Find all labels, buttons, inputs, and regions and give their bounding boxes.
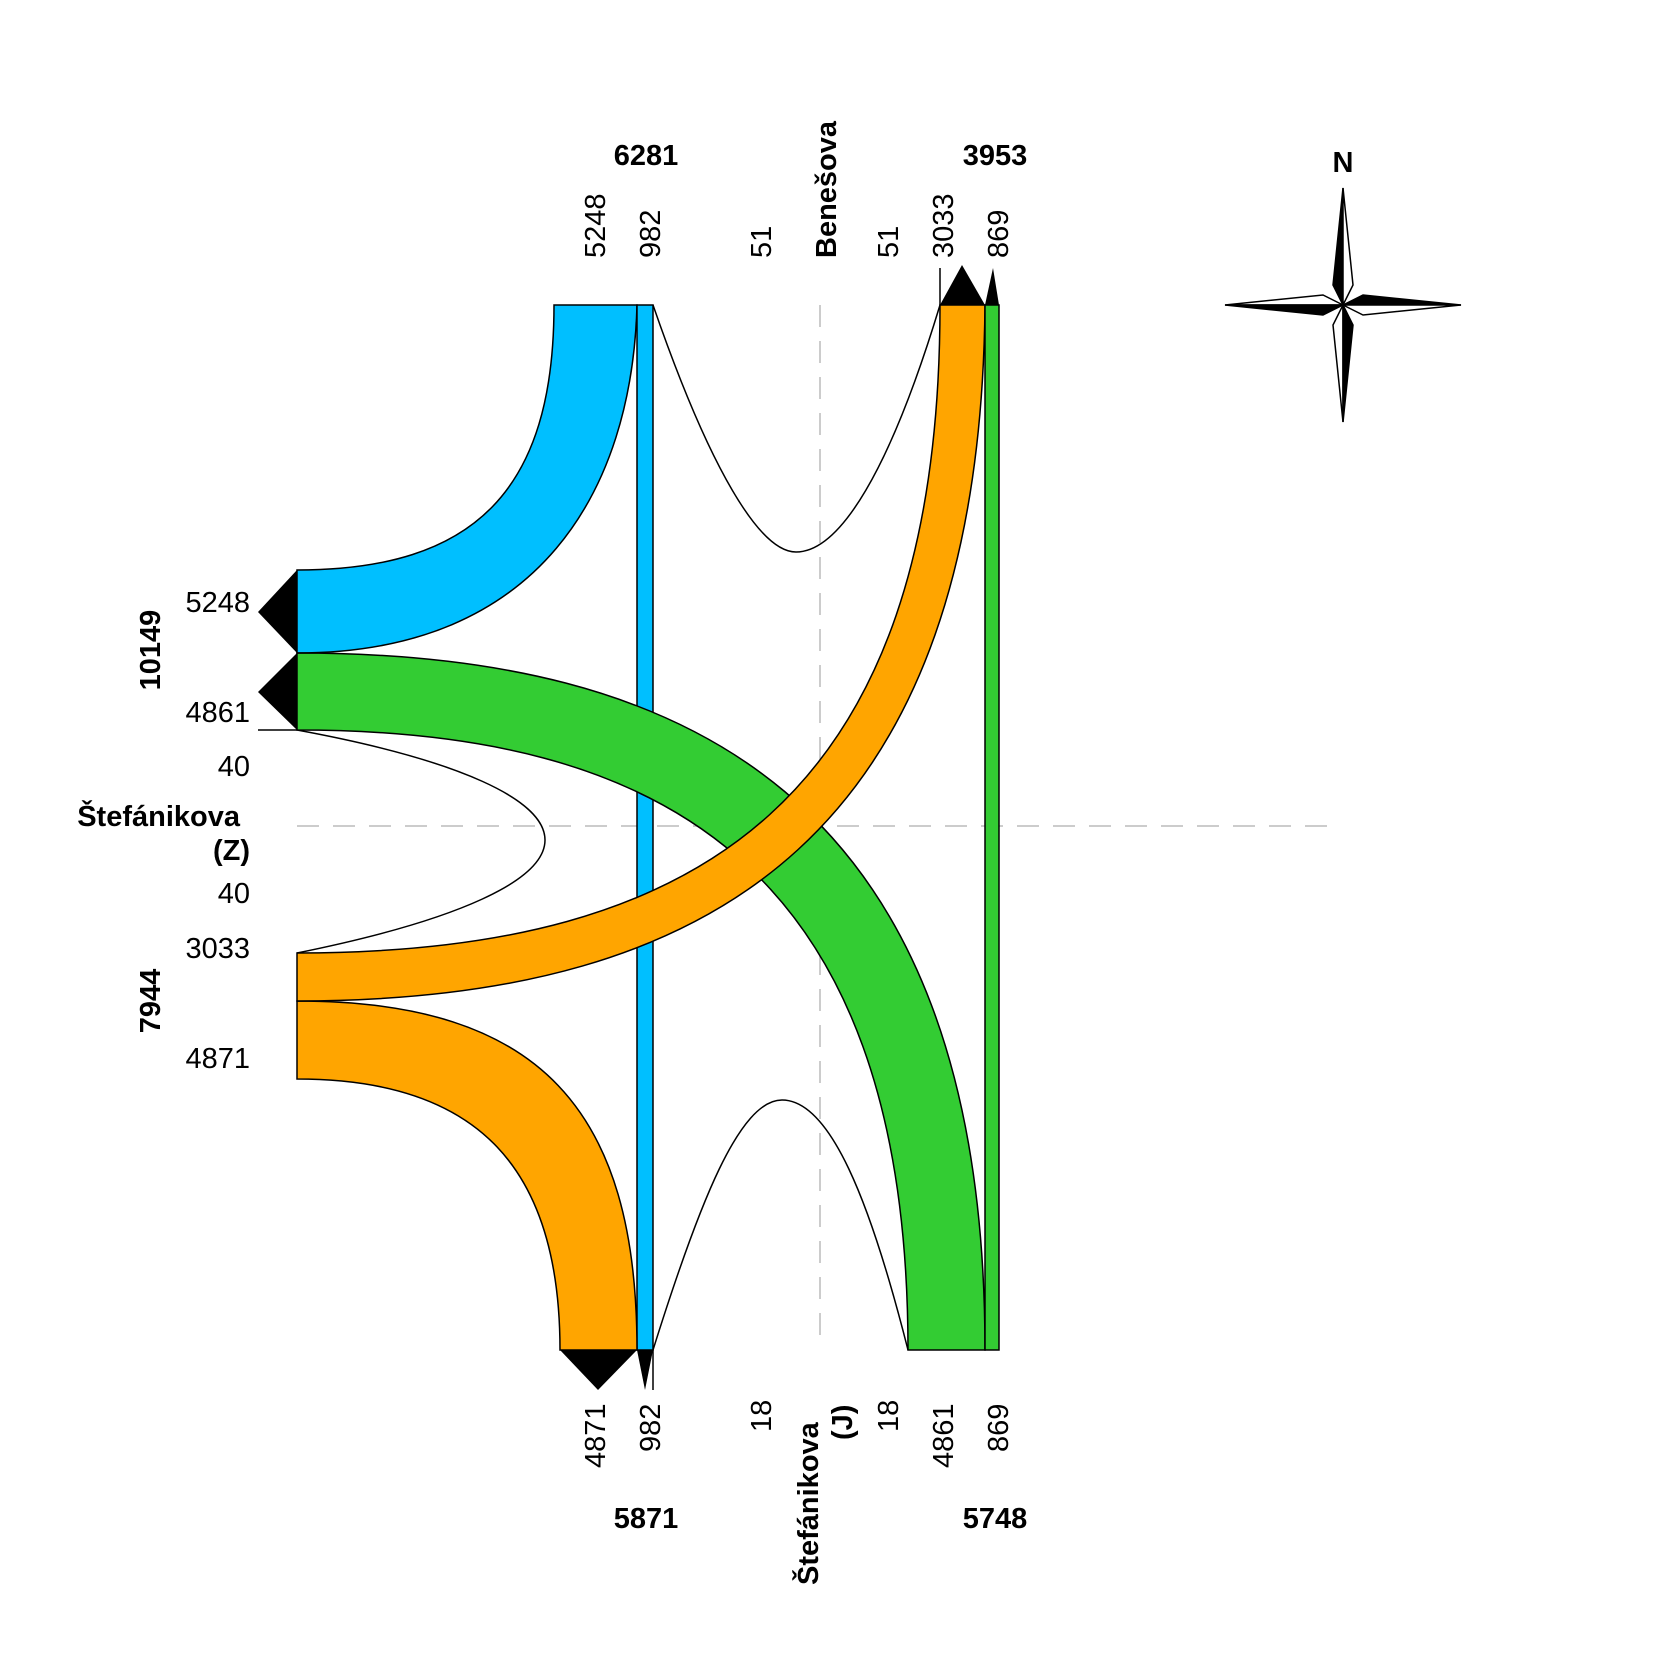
west-labels: 10149 5248 4861 40 Štefánikova (Z) 40 30… (77, 587, 250, 1075)
west-in-orange-south: 4871 (185, 1043, 250, 1075)
compass-south-left (1332, 304, 1344, 423)
compass-south-right (1342, 304, 1354, 423)
flow-south-to-north (984, 304, 1000, 1351)
flows (296, 304, 1000, 1351)
uturn-west (296, 729, 546, 954)
south-street-name: Štefánikova (791, 1421, 825, 1585)
compass-east-bottom (1342, 304, 1462, 316)
flow-north-to-west (296, 304, 638, 654)
north-in-uturn: 51 (746, 226, 778, 258)
south-out-through: 982 (635, 1404, 667, 1452)
north-in-blue: 5248 (580, 193, 612, 258)
west-out-uturn: 40 (218, 751, 250, 783)
arrow-north-green (985, 268, 999, 305)
west-total-out: 10149 (135, 610, 167, 691)
arrow-north-orange (940, 265, 985, 305)
west-street-name: Štefánikova (77, 799, 241, 833)
north-out-orange: 3033 (928, 193, 960, 258)
south-out-orange: 4871 (580, 1403, 612, 1468)
west-total-in: 7944 (135, 969, 167, 1034)
south-in-through: 869 (983, 1404, 1015, 1452)
north-out-green: 869 (983, 210, 1015, 258)
arrow-west-blue (258, 570, 297, 653)
north-total-in: 6281 (614, 140, 679, 172)
north-total-out: 3953 (963, 140, 1028, 172)
west-out-blue: 5248 (185, 587, 250, 619)
compass-north-right (1342, 187, 1354, 306)
tick-lines (258, 268, 941, 1390)
compass-east-top (1342, 294, 1462, 306)
west-out-green: 4861 (185, 697, 250, 729)
arrows (258, 265, 999, 1390)
compass-north-label: N (1333, 147, 1354, 179)
west-in-orange-north: 3033 (185, 933, 250, 965)
compass-north-left (1332, 187, 1344, 306)
north-labels: 6281 3953 5248 982 51 Benešova 51 3033 8… (580, 120, 1027, 258)
arrow-south-orange (560, 1350, 637, 1390)
arrow-south-blue (637, 1350, 653, 1390)
compass-rose-icon: N (1224, 147, 1462, 423)
south-total-out: 5871 (614, 1503, 679, 1535)
west-street-direction: (Z) (213, 835, 250, 867)
flow-west-to-south (296, 1000, 638, 1351)
south-out-uturn: 18 (746, 1400, 778, 1432)
north-in-through: 982 (635, 210, 667, 258)
compass-west-bottom (1224, 304, 1344, 316)
south-in-uturn: 18 (873, 1400, 905, 1432)
south-labels: 4871 982 18 Štefánikova (J) 18 4861 869 … (580, 1400, 1027, 1585)
south-street-direction: (J) (827, 1405, 859, 1440)
compass-west-top (1224, 294, 1344, 306)
north-street-name: Benešova (811, 120, 843, 258)
west-in-uturn: 40 (218, 878, 250, 910)
south-in-green: 4861 (928, 1403, 960, 1468)
north-out-uturn: 51 (873, 226, 905, 258)
uturn-south (652, 1099, 909, 1351)
arrow-west-green (258, 653, 297, 730)
uturn-north (652, 304, 941, 553)
uturns (296, 304, 941, 1351)
south-total-in: 5748 (963, 1503, 1028, 1535)
flow-north-to-south (636, 304, 654, 1351)
